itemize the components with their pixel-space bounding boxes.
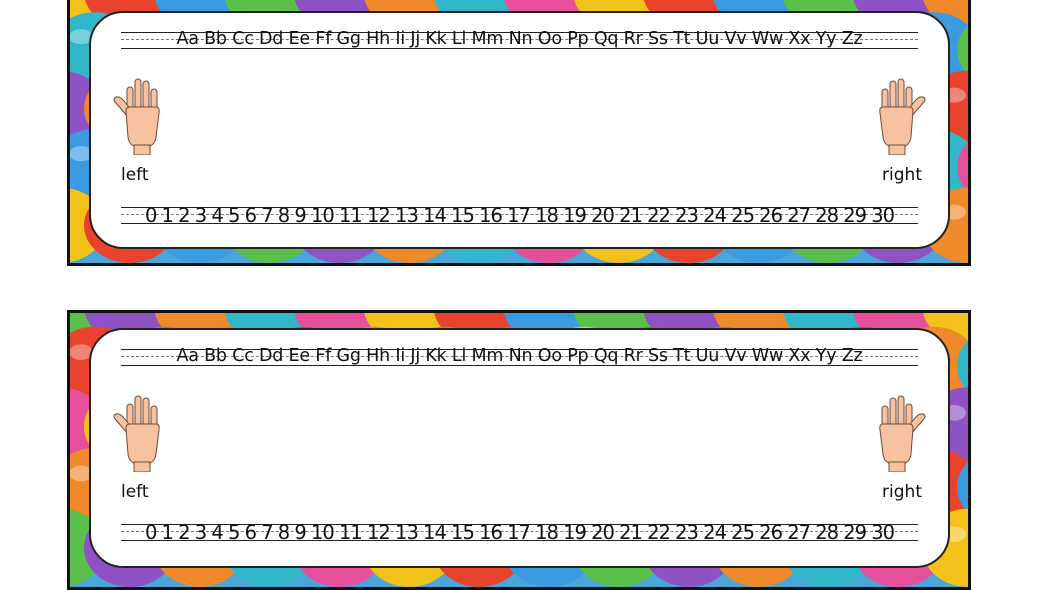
- number-line: 0 1 2 3 4 5 6 7 8 9 10 11 12 13 14 15 16…: [144, 204, 895, 227]
- left-label: left: [121, 165, 149, 185]
- number-line: 0 1 2 3 4 5 6 7 8 9 10 11 12 13 14 15 16…: [144, 521, 895, 544]
- alphabet-writing-lines: [121, 349, 918, 366]
- name-strip-2: Aa Bb Cc Dd Ee Ff Gg Hh Ii Jj Kk Ll Mm N…: [67, 310, 971, 590]
- name-plate-card: Aa Bb Cc Dd Ee Ff Gg Hh Ii Jj Kk Ll Mm N…: [89, 328, 950, 568]
- alphabet-writing-lines: [121, 32, 918, 49]
- right-hand-icon: [879, 78, 926, 155]
- right-label: right: [882, 482, 922, 502]
- left-label: left: [121, 482, 149, 502]
- number-writing-lines: [121, 207, 918, 224]
- number-writing-lines: [121, 524, 918, 541]
- alphabet-row: Aa Bb Cc Dd Ee Ff Gg Hh Ii Jj Kk Ll Mm N…: [176, 346, 863, 366]
- left-hand-icon: [113, 395, 160, 472]
- right-hand-icon: [879, 395, 926, 472]
- alphabet-row: Aa Bb Cc Dd Ee Ff Gg Hh Ii Jj Kk Ll Mm N…: [176, 29, 863, 49]
- left-hand-icon: [113, 78, 160, 155]
- name-strip-1: Aa Bb Cc Dd Ee Ff Gg Hh Ii Jj Kk Ll Mm N…: [67, 0, 971, 266]
- right-label: right: [882, 165, 922, 185]
- name-plate-card: Aa Bb Cc Dd Ee Ff Gg Hh Ii Jj Kk Ll Mm N…: [89, 11, 950, 249]
